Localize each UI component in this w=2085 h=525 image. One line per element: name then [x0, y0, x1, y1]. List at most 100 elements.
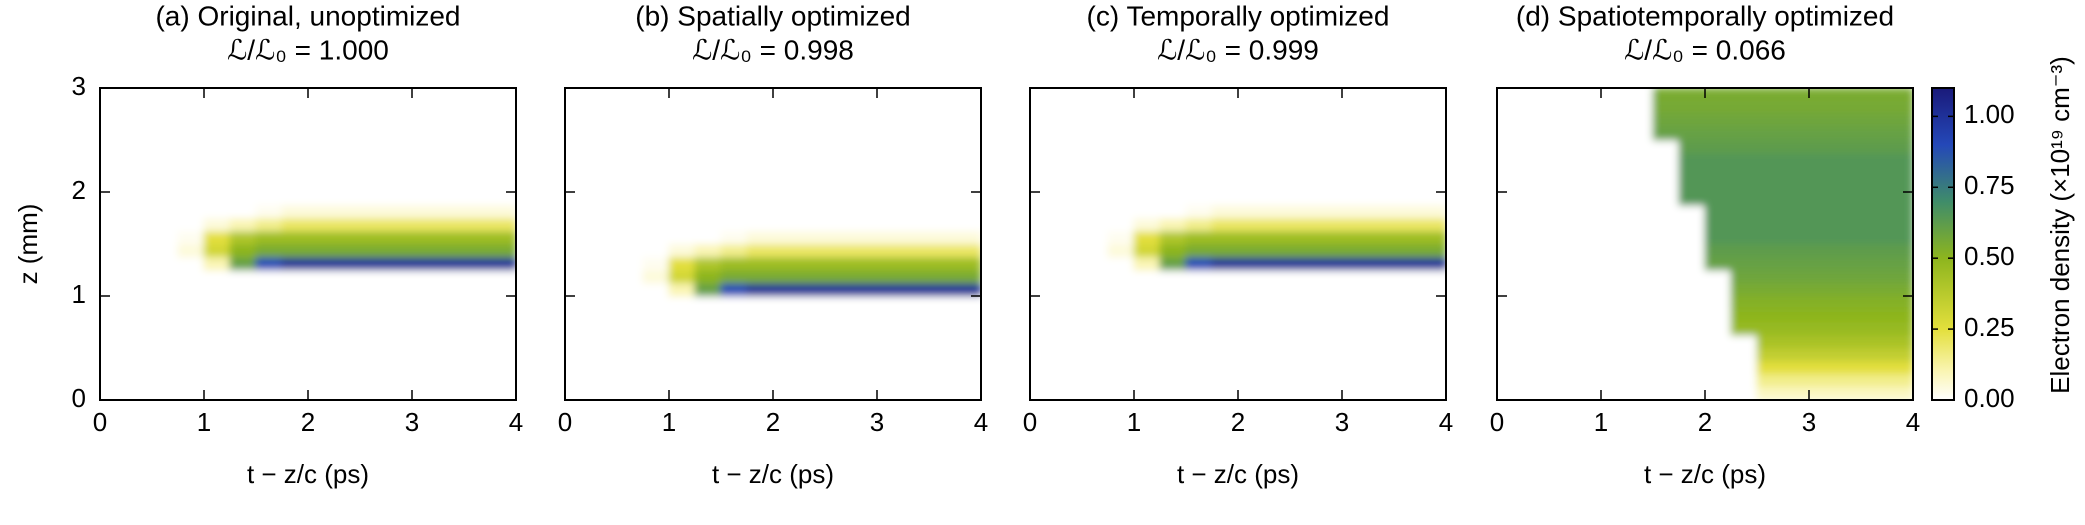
cell [1626, 126, 1654, 141]
cell [642, 282, 670, 297]
cell [437, 282, 465, 297]
cell [100, 295, 127, 310]
cell [307, 165, 335, 180]
cell [1704, 269, 1732, 284]
cell [642, 230, 670, 245]
cell [1185, 386, 1213, 400]
cell [642, 113, 670, 128]
cell [642, 295, 670, 310]
cell [1522, 347, 1550, 362]
cell [1730, 88, 1758, 102]
cell [1626, 230, 1654, 245]
cell [902, 126, 930, 141]
cell [100, 269, 127, 284]
cell [668, 360, 696, 375]
cell [928, 230, 956, 245]
cell [255, 282, 283, 297]
cell [954, 165, 981, 180]
cell [1341, 88, 1369, 102]
cell [333, 269, 361, 284]
cell [1704, 204, 1732, 219]
cell [255, 217, 283, 232]
cell [489, 373, 516, 388]
cell [125, 308, 153, 323]
colorbar-tick-label: 0.75 [1964, 170, 2015, 200]
cell [720, 282, 748, 297]
cell [463, 126, 491, 141]
cell [1081, 243, 1109, 258]
cell [255, 126, 283, 141]
cell [151, 295, 179, 310]
cell [1574, 295, 1602, 310]
cell [411, 88, 439, 102]
cell [1133, 217, 1161, 232]
cell [1860, 126, 1888, 141]
cell [1860, 321, 1888, 336]
cell [1030, 256, 1057, 271]
cell [437, 204, 465, 219]
cell [1315, 191, 1343, 206]
cell [463, 88, 491, 102]
cell [1652, 139, 1680, 154]
cell [100, 282, 127, 297]
cell [1600, 230, 1628, 245]
cell [1678, 373, 1706, 388]
cell [1834, 243, 1862, 258]
cell [928, 256, 956, 271]
cell [1756, 100, 1784, 115]
cell [1652, 126, 1680, 141]
cell [1081, 282, 1109, 297]
cell [1237, 347, 1265, 362]
cell [902, 269, 930, 284]
cell [876, 295, 904, 310]
cell [1055, 113, 1083, 128]
cell [720, 386, 748, 400]
cell [1600, 334, 1628, 349]
cell [642, 347, 670, 362]
cell [1263, 256, 1291, 271]
cell [954, 100, 981, 115]
cell [281, 217, 309, 232]
cell [1211, 243, 1239, 258]
cell [1030, 152, 1057, 167]
cell [1886, 386, 1913, 400]
cell [1860, 178, 1888, 193]
cell [1107, 295, 1135, 310]
cell [1548, 152, 1576, 167]
cell [359, 256, 387, 271]
cell [798, 178, 826, 193]
cell [1289, 113, 1317, 128]
cell [824, 139, 852, 154]
cell [1860, 165, 1888, 180]
cell [1185, 321, 1213, 336]
cell [1730, 256, 1758, 271]
cell [616, 139, 644, 154]
cell [463, 165, 491, 180]
cell [1730, 334, 1758, 349]
cell [1289, 217, 1317, 232]
cell [1548, 360, 1576, 375]
cell [100, 126, 127, 141]
cell [1289, 204, 1317, 219]
x-axis-label: t − z/c (ps) [247, 459, 369, 489]
cells [565, 88, 981, 400]
colorbar-tick-label: 0.50 [1964, 241, 2015, 271]
cell [1211, 126, 1239, 141]
cell [1289, 373, 1317, 388]
cell [928, 347, 956, 362]
cell [463, 308, 491, 323]
cell [229, 282, 257, 297]
cell [333, 139, 361, 154]
cell [255, 204, 283, 219]
cell [1081, 321, 1109, 336]
cell [1886, 282, 1913, 297]
cell [463, 191, 491, 206]
cell [100, 113, 127, 128]
cell [1393, 152, 1421, 167]
cell [798, 347, 826, 362]
cell [1678, 269, 1706, 284]
cell [1808, 126, 1836, 141]
cell [1263, 152, 1291, 167]
cell [850, 347, 878, 362]
cell [1782, 386, 1810, 400]
